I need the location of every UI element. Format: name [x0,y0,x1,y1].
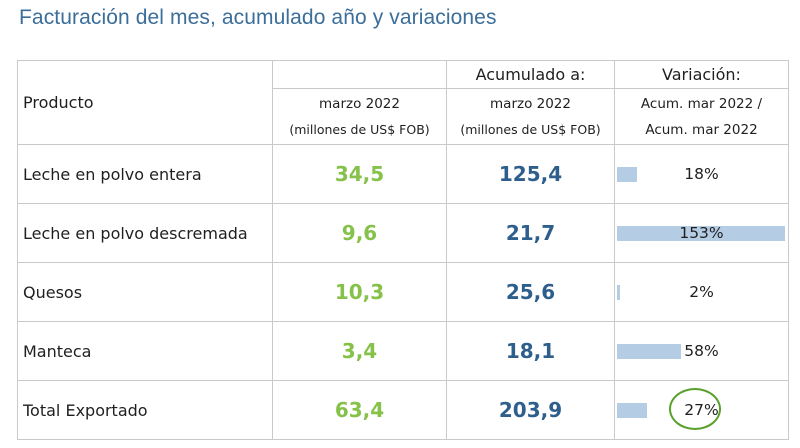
table-row: Manteca 3,4 18,1 58% [17,321,789,381]
header-accum: marzo 2022 (millones de US$ FOB) [446,88,615,145]
header-month: marzo 2022 (millones de US$ FOB) [272,88,447,145]
table-row: Leche en polvo descremada 9,6 21,7 153% [17,203,789,263]
variation-cell: 58% [614,321,789,381]
variation-cell: 27% [614,380,789,440]
header-variation: Acum. mar 2022 / Acum. mar 2022 [614,88,789,145]
page-title: Facturación del mes, acumulado año y var… [19,6,497,29]
variation-bar [617,285,620,300]
accum-value: 25,6 [446,262,615,322]
header-accum-unit: (millones de US$ FOB) [460,121,601,137]
accum-value: 203,9 [446,380,615,440]
header-producto: Producto [17,60,273,145]
total-row: Total Exportado 63,4 203,9 27% [17,380,789,440]
header-month-period: marzo 2022 [319,95,400,112]
variation-bar [617,344,681,359]
accum-value: 125,4 [446,144,615,204]
month-value: 10,3 [272,262,447,322]
variation-value: 58% [684,342,719,360]
month-value: 9,6 [272,203,447,263]
month-value: 34,5 [272,144,447,204]
variation-bar [617,226,785,241]
product-name: Manteca [17,321,273,381]
variation-value: 2% [689,283,714,301]
header-variation-line1: Acum. mar 2022 / [640,95,763,112]
header-accum-top: Acumulado a: [446,60,615,89]
variation-value: 153% [679,224,724,242]
variation-cell: 153% [614,203,789,263]
header-row-top: Producto Acumulado a: Variación: [17,60,789,145]
header-month-unit: (millones de US$ FOB) [289,121,430,137]
table-row: Quesos 10,3 25,6 2% [17,262,789,322]
highlight-circle [669,388,721,430]
header-accum-period: marzo 2022 [490,95,571,112]
month-value: 63,4 [272,380,447,440]
header-variation-top: Variación: [614,60,789,89]
header-variation-line2: Acum. mar 2022 [645,121,758,138]
variation-cell: 18% [614,144,789,204]
variation-bar [617,403,647,418]
variation-bar [617,167,637,182]
header-row-bottom: marzo 2022 (millones de US$ FOB) marzo 2… [18,88,789,145]
product-name: Leche en polvo entera [17,144,273,204]
month-value: 3,4 [272,321,447,381]
product-name: Leche en polvo descremada [17,203,273,263]
header-month-top [272,60,447,89]
billing-table: Producto Acumulado a: Variación: marzo 2… [17,60,789,440]
variation-cell: 2% [614,262,789,322]
variation-value: 18% [684,165,719,183]
product-name: Quesos [17,262,273,322]
product-name: Total Exportado [17,380,273,440]
variation-value: 27% [684,401,719,419]
accum-value: 18,1 [446,321,615,381]
table-row: Leche en polvo entera 34,5 125,4 18% [17,144,789,204]
accum-value: 21,7 [446,203,615,263]
